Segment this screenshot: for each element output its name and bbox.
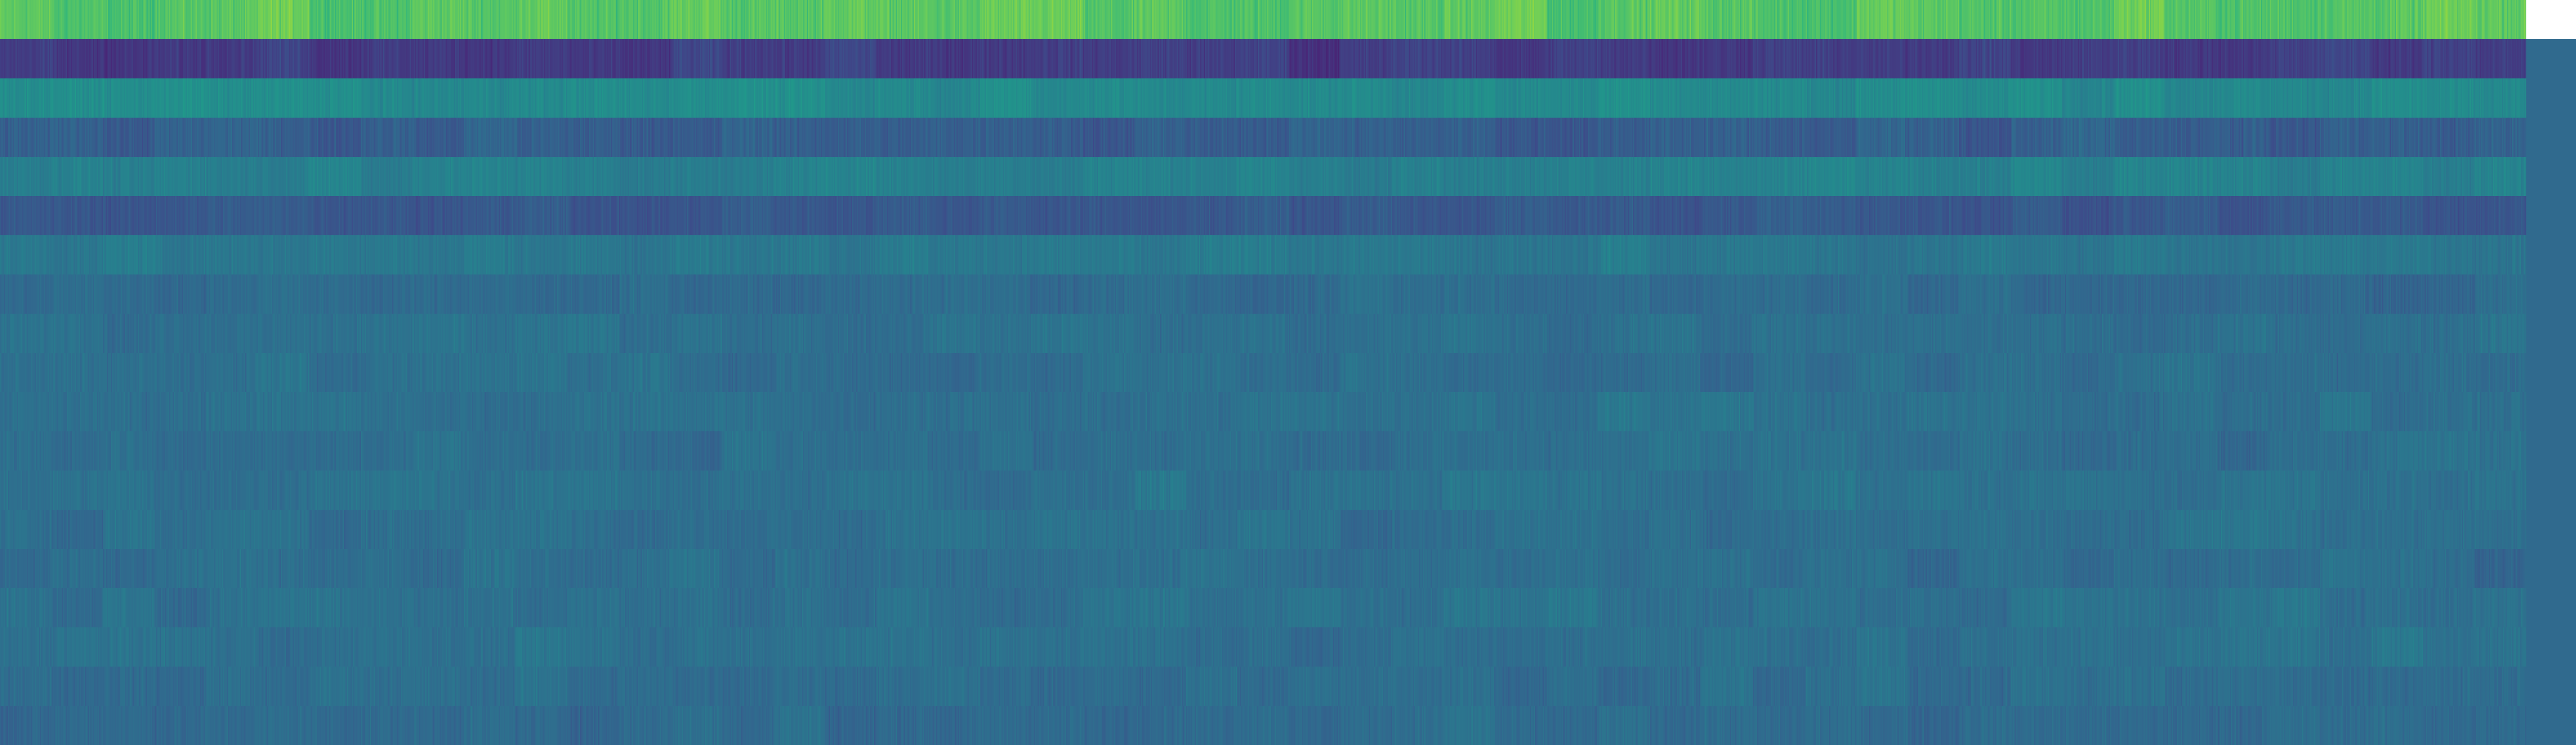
- heatmap-row: [0, 39, 2526, 79]
- heatmap-row: [0, 157, 2526, 197]
- heatmap-row: [0, 549, 2526, 589]
- heatmap-row: [0, 627, 2526, 667]
- heatmap-tail-top: [2526, 0, 2576, 39]
- heatmap-row: [0, 588, 2526, 628]
- heatmap-row: [0, 667, 2526, 706]
- heatmap-row: [0, 274, 2526, 314]
- heatmap-row: [0, 706, 2526, 745]
- heatmap-row: [0, 0, 2526, 40]
- heatmap-row: [0, 314, 2526, 353]
- heatmap-row: [0, 78, 2526, 118]
- heatmap-row: [0, 196, 2526, 236]
- heatmap-row: [0, 235, 2526, 275]
- heatmap-row: [0, 353, 2526, 393]
- heatmap-row: [0, 510, 2526, 549]
- heatmap-row: [0, 392, 2526, 432]
- heatmap-row: [0, 471, 2526, 510]
- heatmap-row: [0, 431, 2526, 471]
- heatmap-row: [0, 118, 2526, 157]
- heatmap-tail-column: [2526, 39, 2576, 745]
